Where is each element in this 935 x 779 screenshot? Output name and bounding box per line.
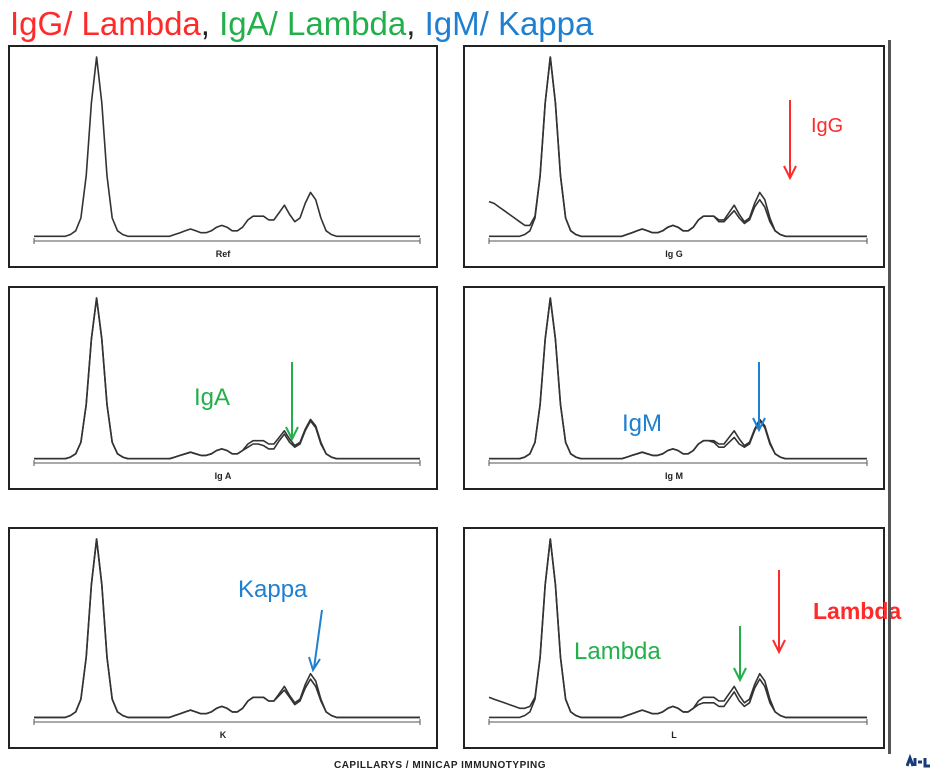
trace-series-1 <box>34 297 420 460</box>
title-part-4: IgM/ Kappa <box>424 5 594 42</box>
lambda-label: L <box>671 730 677 740</box>
ref-label: Ref <box>215 249 231 259</box>
trace-series-1 <box>34 538 420 719</box>
panel-iga: Ig A <box>8 286 438 490</box>
panel-igg: Ig G <box>463 45 885 268</box>
lambda-green-annotation: Lambda <box>574 638 661 665</box>
kappa-label: K <box>219 730 227 740</box>
igm-annotation: IgM <box>622 410 663 437</box>
trace-series-0 <box>489 56 867 238</box>
title-part-3: , <box>406 5 425 42</box>
trace-series-0 <box>489 297 867 460</box>
ref-electropherogram <box>33 56 421 244</box>
panel-kappa: K <box>8 527 438 749</box>
title-part-2: IgA/ Lambda <box>219 5 407 42</box>
igg-label: Ig G <box>665 249 683 259</box>
kappa-annotation: Kappa <box>238 576 308 603</box>
igm-label: Ig M <box>665 471 683 481</box>
trace-series-0 <box>34 297 420 460</box>
lambda-red-annotation: Lambda <box>813 598 902 624</box>
lambda-electropherogram <box>488 538 868 725</box>
panel-igm: Ig M <box>463 286 885 490</box>
separator-line <box>888 40 891 754</box>
trace-series-1 <box>488 538 867 719</box>
panel-lambda: L <box>463 527 885 749</box>
iga-electropherogram <box>33 297 421 466</box>
title-part-0: IgG/ Lambda <box>10 5 201 42</box>
figure-title: IgG/ Lambda, IgA/ Lambda, IgM/ Kappa <box>10 2 593 46</box>
iga-label: Ig A <box>214 471 232 481</box>
kappa-electropherogram <box>33 538 421 725</box>
panel-ref: Ref <box>8 45 438 268</box>
corner-logo-fragment <box>906 753 930 768</box>
title-part-1: , <box>200 5 220 42</box>
trace-series-0 <box>34 56 420 238</box>
iga-annotation: IgA <box>194 384 231 411</box>
igm-electropherogram <box>488 297 868 466</box>
footer-caption: CAPILLARYS / MINICAP IMMUNOTYPING <box>333 760 547 771</box>
trace-series-1 <box>488 56 867 238</box>
trace-series-0 <box>489 538 867 719</box>
igg-annotation: IgG <box>811 115 844 137</box>
igg-electropherogram <box>488 56 868 244</box>
trace-series-0 <box>34 538 420 719</box>
trace-series-1 <box>489 297 867 460</box>
